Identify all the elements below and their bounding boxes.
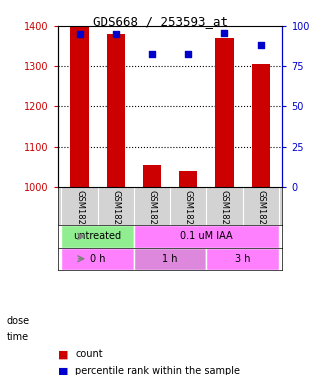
- Text: GSM18295: GSM18295: [256, 190, 265, 235]
- FancyBboxPatch shape: [206, 248, 279, 270]
- Text: 3 h: 3 h: [235, 254, 250, 264]
- Text: ■: ■: [58, 366, 68, 375]
- Point: [258, 42, 263, 48]
- Bar: [252, 64, 270, 187]
- FancyBboxPatch shape: [134, 248, 206, 270]
- Text: percentile rank within the sample: percentile rank within the sample: [75, 366, 240, 375]
- Bar: [143, 165, 161, 187]
- Text: time: time: [6, 333, 29, 342]
- Bar: [179, 171, 197, 187]
- Text: GDS668 / 253593_at: GDS668 / 253593_at: [93, 15, 228, 28]
- FancyBboxPatch shape: [61, 225, 134, 248]
- FancyBboxPatch shape: [61, 248, 134, 270]
- Text: 1 h: 1 h: [162, 254, 178, 264]
- Bar: [71, 26, 89, 187]
- Text: GSM18290: GSM18290: [148, 190, 157, 235]
- Point: [113, 31, 118, 37]
- Text: GSM18294: GSM18294: [220, 190, 229, 235]
- Text: dose: dose: [6, 316, 30, 326]
- Text: 0.1 uM IAA: 0.1 uM IAA: [180, 231, 233, 242]
- Text: ■: ■: [58, 350, 68, 359]
- FancyBboxPatch shape: [134, 225, 279, 248]
- Bar: [107, 34, 125, 187]
- Text: 0 h: 0 h: [90, 254, 105, 264]
- Point: [222, 30, 227, 36]
- Text: GSM18229: GSM18229: [111, 190, 120, 235]
- Bar: [215, 38, 234, 187]
- Text: GSM18228: GSM18228: [75, 190, 84, 235]
- Text: count: count: [75, 350, 103, 359]
- Point: [77, 31, 82, 37]
- Text: untreated: untreated: [74, 231, 122, 242]
- Point: [186, 51, 191, 57]
- Text: GSM18291: GSM18291: [184, 190, 193, 235]
- Point: [150, 51, 155, 57]
